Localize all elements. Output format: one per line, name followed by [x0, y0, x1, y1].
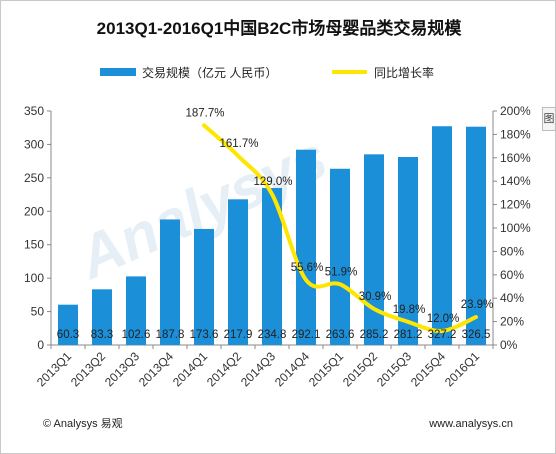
y-right-tick-label: 100% [500, 221, 531, 235]
bar-series [58, 126, 486, 345]
y-right-tick-label: 60% [500, 268, 524, 282]
x-tick-label: 2015Q3 [374, 349, 414, 389]
y-right-tick-label: 160% [500, 151, 531, 165]
growth-line [202, 123, 478, 333]
legend-bar-label: 交易规模（亿元 人民币） [142, 65, 277, 80]
y-right-tick-label: 0% [500, 338, 518, 352]
bar [432, 126, 452, 345]
y-right-tick-label: 120% [500, 198, 531, 212]
y-right-tick-label: 40% [500, 291, 524, 305]
bar-data-label: 173.6 [190, 329, 219, 341]
footer-brand: © Analysys 易观 [43, 417, 123, 430]
y-left-tick-label: 350 [24, 104, 44, 118]
footer-url: www.analysys.cn [428, 418, 513, 430]
y-left-tick-label: 250 [24, 171, 44, 185]
bar-data-label: 292.1 [292, 329, 321, 341]
line-data-label: 19.8% [393, 304, 426, 316]
legend-line-label: 同比增长率 [374, 65, 434, 80]
bar-data-label: 187.8 [156, 329, 185, 341]
x-tick-label: 2014Q2 [204, 349, 244, 389]
y-left-tick-label: 150 [24, 238, 44, 252]
bar [194, 228, 214, 345]
bar-data-label: 327.2 [428, 329, 457, 341]
bar [160, 219, 180, 345]
bar-data-label: 60.3 [57, 329, 79, 341]
x-tick-label: 2015Q4 [408, 349, 448, 389]
bar-data-label: 102.6 [122, 329, 151, 341]
bar [466, 126, 486, 345]
line-data-label: 161.7% [219, 138, 258, 150]
line-data-label: 30.9% [359, 291, 392, 303]
x-tick-label: 2014Q1 [170, 349, 210, 389]
line-series [202, 123, 478, 333]
line-data-label: 12.0% [427, 313, 460, 325]
side-tab[interactable]: 图 [542, 107, 556, 131]
line-data-label: 55.6% [291, 262, 324, 274]
bar-data-label: 281.2 [394, 329, 423, 341]
x-tick-label: 2013Q3 [102, 349, 142, 389]
bar-data-labels: 60.3 83.3 102.6 187.8 173.6 217.9 234.8 292.1 26… [57, 329, 491, 341]
bar [92, 289, 112, 345]
y-right-tick-label: 80% [500, 244, 524, 258]
legend-bar-swatch [100, 68, 136, 76]
x-tick-label: 2016Q1 [442, 349, 482, 389]
bar [262, 188, 282, 345]
bar-data-label: 234.8 [258, 329, 287, 341]
x-tick-label: 2015Q1 [306, 349, 346, 389]
bar [296, 149, 316, 345]
y-left-tick-label: 0 [37, 338, 44, 352]
bar-data-label: 83.3 [91, 329, 113, 341]
bar-data-label: 263.6 [326, 329, 355, 341]
bar [126, 276, 146, 345]
x-tick-label: 2014Q4 [272, 349, 312, 389]
legend: 交易规模（亿元 人民币） 同比增长率 [100, 65, 434, 80]
y-left-tick-label: 200 [24, 204, 44, 218]
bar-data-label: 217.9 [224, 329, 253, 341]
x-tick-label: 2013Q2 [68, 349, 108, 389]
y-right-tick-label: 200% [500, 104, 531, 118]
y-right-tick-label: 140% [500, 174, 531, 188]
y-left-tick-label: 100 [24, 271, 44, 285]
bar [364, 154, 384, 345]
bar [58, 304, 78, 345]
x-tick-label: 2013Q1 [34, 349, 74, 389]
line-data-labels: 187.7% 161.7% 129.0% 55.6% 51.9% 30.9%19.8%12… [185, 107, 493, 325]
y-left-tick-label: 50 [31, 305, 45, 319]
x-tick-label: 2013Q4 [136, 349, 176, 389]
line-data-label: 187.7% [185, 107, 224, 119]
chart-title: 2013Q1-2016Q1中国B2C市场母婴品类交易规模 [97, 18, 463, 38]
y-right-tick-label: 180% [500, 127, 531, 141]
bar [398, 156, 418, 345]
line-data-label: 23.9% [461, 299, 494, 311]
y-left-tick-label: 300 [24, 137, 44, 151]
x-tick-label: 2015Q2 [340, 349, 380, 389]
bar-data-label: 285.2 [360, 329, 389, 341]
line-data-label: 129.0% [253, 176, 292, 188]
x-tick-label: 2014Q3 [238, 349, 278, 389]
line-data-label: 51.9% [325, 266, 358, 278]
bar [330, 168, 350, 345]
bar-data-label: 326.5 [462, 329, 491, 341]
y-right-tick-label: 20% [500, 315, 524, 329]
bar [228, 199, 248, 345]
